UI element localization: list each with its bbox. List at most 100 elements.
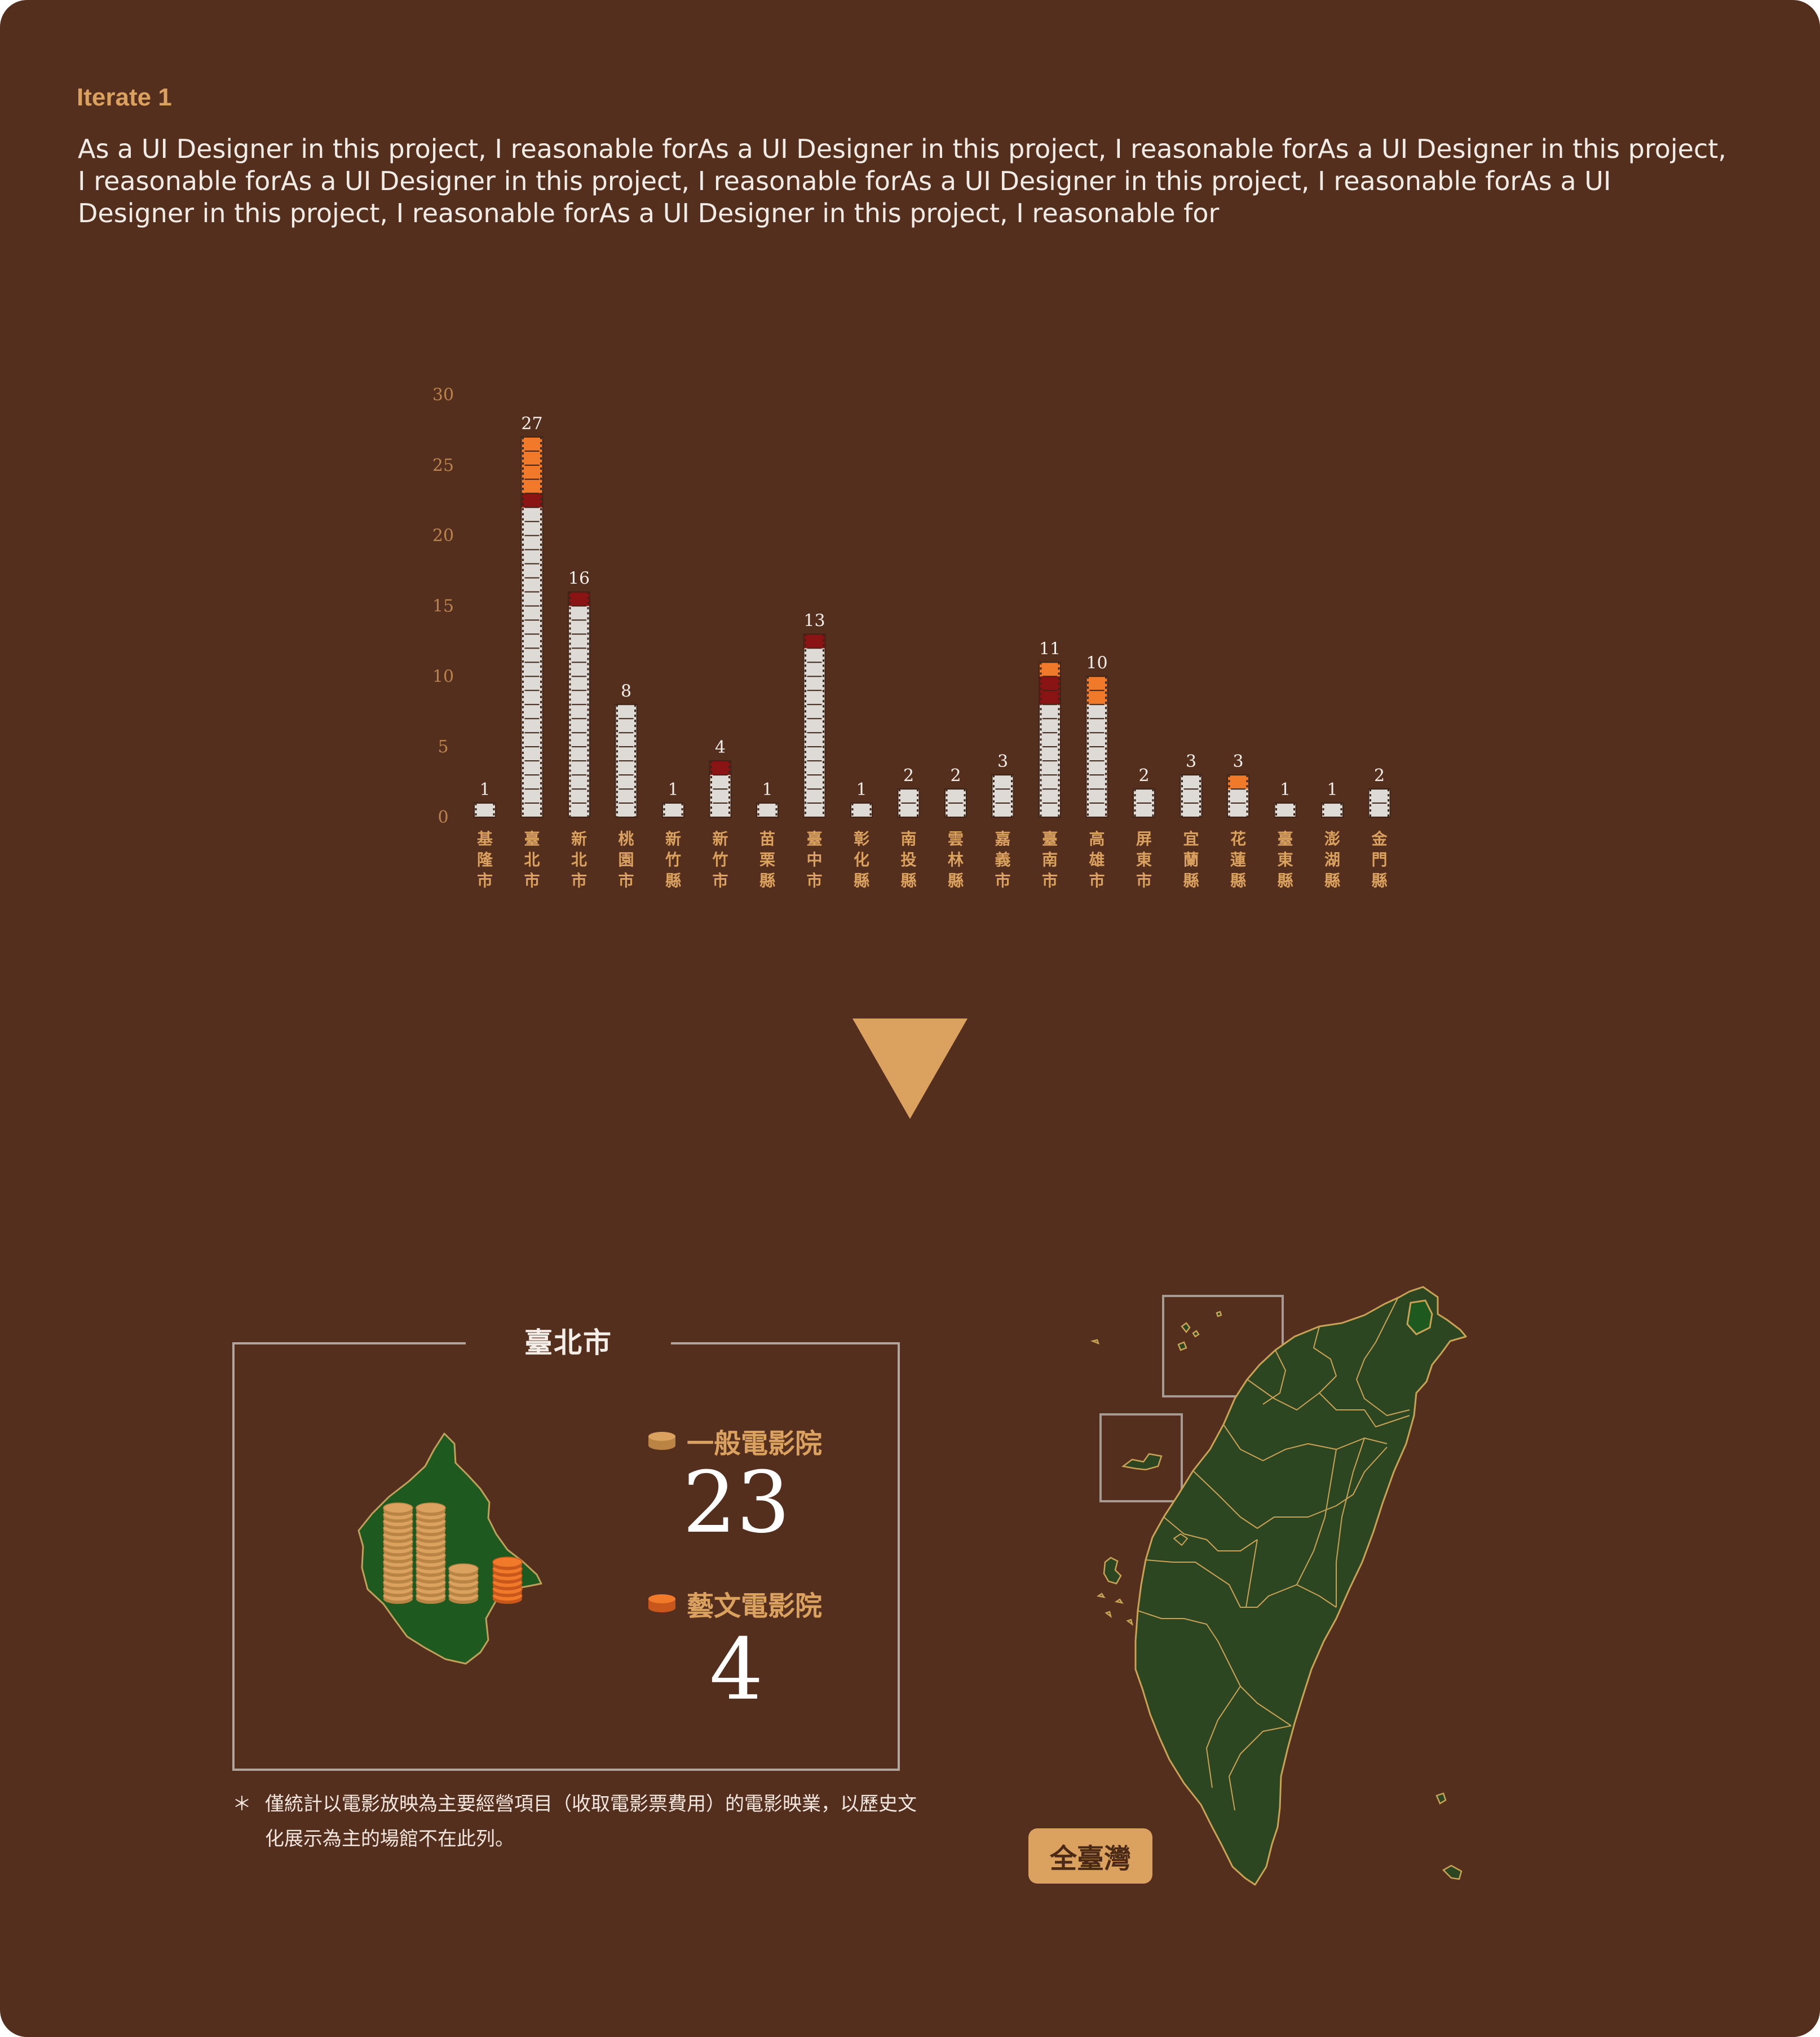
x-tick-label: 屏東市 [1136, 830, 1152, 890]
bar-value-label: 2 [950, 766, 961, 786]
coin-top [416, 1502, 446, 1514]
bar-value-label: 3 [997, 752, 1008, 771]
coin-top [492, 1557, 523, 1568]
bar-segment [568, 606, 590, 817]
bar-segment [1274, 803, 1296, 817]
footnote: ＊ 僅統計以電影放映為主要經營項目（收取電影票費用）的電影映業，以歷史文化展示為… [232, 1787, 926, 1857]
footnote-text: 僅統計以電影放映為主要經營項目（收取電影票費用）的電影映業，以歷史文化展示為主的… [265, 1793, 917, 1850]
bar-value-label: 4 [715, 738, 726, 757]
coin-icon [648, 1432, 675, 1450]
legend-art: 藝文電影院 [646, 1584, 822, 1623]
bar-outline [520, 436, 544, 818]
bar-value-label: 1 [479, 780, 490, 800]
x-tick-label: 苗栗縣 [759, 830, 775, 890]
bar-value-label: 11 [1039, 639, 1061, 659]
x-tick-label: 雲林縣 [948, 830, 964, 890]
bar-value-label: 1 [1327, 780, 1337, 800]
x-tick-label: 臺東縣 [1277, 830, 1293, 890]
district-title: 臺北市 [524, 1326, 612, 1359]
county-borders [1137, 1297, 1410, 1811]
bar-基隆市 [474, 803, 496, 818]
y-tick-label: 10 [432, 667, 454, 686]
bar-segment [1322, 803, 1343, 817]
bar-彰化縣 [850, 803, 873, 818]
art-cinema-count: 4 [709, 1621, 763, 1719]
x-tick-label: 臺南市 [1042, 830, 1058, 890]
bar-outline [803, 633, 826, 818]
x-tick-label: 花蓮縣 [1230, 830, 1246, 890]
bar-outline [756, 803, 779, 818]
bar-value-label: 8 [621, 681, 631, 701]
intro-paragraph: As a UI Designer in this project, I reas… [78, 134, 1726, 228]
bar-outline [1368, 788, 1391, 818]
bar-segment [1227, 775, 1249, 790]
taipei-district-map [357, 1432, 542, 1665]
bar-segment [474, 803, 496, 817]
bar-宜蘭縣 [1180, 774, 1203, 818]
bar-segment [568, 592, 590, 606]
bar-outline [1133, 788, 1155, 818]
bar-嘉義市 [991, 774, 1014, 818]
bar-outline [1227, 774, 1249, 818]
bar-outline [568, 591, 590, 818]
bar-segment [709, 761, 731, 775]
bar-南投縣 [897, 788, 920, 818]
legend-general: 一般電影院 [646, 1421, 822, 1461]
bar-outline [1039, 662, 1061, 818]
bar-segment [803, 634, 825, 649]
x-axis: 基隆市 臺北市 新北市 桃園市 新竹縣 新竹市 苗栗縣 臺中市 彰化縣 南投縣 雲林縣 嘉義市 臺南市 高… [477, 830, 1388, 890]
bar-value-label: 1 [1280, 780, 1291, 800]
bar-value-label: 1 [856, 780, 867, 800]
bar-outline [1085, 676, 1108, 818]
coin-top [383, 1502, 413, 1514]
x-tick-label: 新北市 [571, 830, 587, 890]
bar-segment [521, 493, 543, 508]
bar-segment [709, 775, 731, 817]
coin-icon [648, 1594, 675, 1612]
bar-segment [1180, 775, 1202, 817]
bar-澎湖縣 [1321, 803, 1344, 818]
bar-桃園市 [615, 704, 638, 818]
bar-花蓮縣 [1227, 774, 1249, 818]
bar-outline [850, 803, 873, 818]
bar-outline [662, 803, 684, 818]
bar-outline [709, 760, 732, 818]
bar-雲林縣 [944, 788, 967, 818]
all-taiwan-button[interactable]: 全臺灣 [1028, 1828, 1152, 1884]
bar-outline [474, 803, 496, 818]
x-tick-label: 桃園市 [618, 830, 634, 890]
bar-value-label: 16 [568, 569, 590, 589]
bar-value-label: 2 [1374, 766, 1385, 786]
bar-segment [757, 803, 778, 817]
bar-value-label: 1 [668, 780, 678, 800]
bar-segment [992, 775, 1014, 817]
general-cinema-label: 一般電影院 [687, 1428, 823, 1460]
x-tick-label: 南投縣 [900, 830, 916, 890]
x-tick-label: 澎湖縣 [1324, 830, 1340, 890]
bar-value-label: 27 [521, 414, 542, 434]
y-tick-label: 15 [432, 597, 454, 616]
bar-value-label: 2 [1138, 766, 1149, 786]
bar-outline [1321, 803, 1344, 818]
bar-臺北市 [520, 436, 544, 818]
bar-臺中市 [803, 633, 826, 818]
y-tick-label: 0 [438, 808, 448, 827]
general-cinema-count: 23 [682, 1454, 790, 1552]
y-tick-label: 5 [438, 737, 448, 757]
bar-屏東市 [1133, 788, 1155, 818]
arrow-down-icon [852, 1018, 968, 1119]
taiwan-main-island [1134, 1286, 1467, 1886]
bar-苗栗縣 [756, 803, 779, 818]
bar-臺東縣 [1274, 803, 1297, 818]
coin-top [448, 1563, 479, 1575]
bar-value-label: 1 [762, 780, 772, 800]
bar-新北市 [568, 591, 590, 818]
x-tick-label: 嘉義市 [995, 830, 1010, 890]
bar-outline [615, 704, 638, 818]
section-label: Iterate 1 [77, 83, 172, 111]
bar-segment [1039, 662, 1061, 677]
bar-value-label: 3 [1186, 752, 1196, 771]
